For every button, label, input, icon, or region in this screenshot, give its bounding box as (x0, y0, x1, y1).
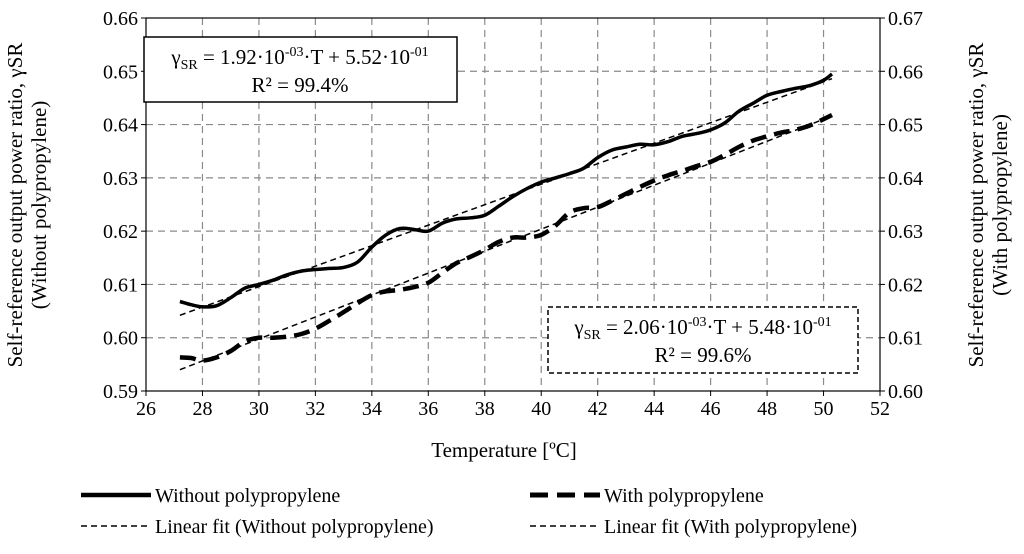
y-left-tick-label: 0.59 (103, 381, 138, 403)
x-tick-label: 34 (362, 398, 382, 420)
equation-box-with: γSR = 2.06·10-03·T + 5.48·10-01 R² = 99.… (547, 306, 859, 374)
svg-text:Self-reference output power ra: Self-reference output power ratio, γSR (964, 43, 988, 368)
equation-without-line1: γSR = 1.92·10-03·T + 5.52·10-01 (170, 45, 428, 73)
y-left-tick-label: 0.61 (103, 274, 138, 296)
y-right-tick-label: 0.64 (888, 168, 923, 190)
y-left-tick-label: 0.66 (103, 8, 138, 30)
legend: Without polypropylene With polypropylene… (81, 485, 857, 538)
legend-label-fit-without: Linear fit (Without polypropylene) (155, 516, 434, 538)
y-axis-right: 0.60 0.61 0.62 0.63 0.64 0.65 0.66 0.67 (880, 8, 923, 403)
x-tick-label: 38 (475, 398, 495, 420)
legend-label-with: With polypropylene (604, 485, 764, 507)
series-line-with-polypropylene (179, 112, 834, 363)
y-left-tick-label: 0.63 (103, 168, 138, 190)
y-right-tick-label: 0.66 (888, 61, 923, 83)
series-line-linear-fit-with-polypropylene (179, 115, 833, 371)
y-axis-left-title: Self-reference output power ratio, γSR (… (3, 43, 51, 368)
equation-with-line1: γSR = 2.06·10-03·T + 5.48·10-01 (573, 315, 831, 343)
x-tick-label: 30 (249, 398, 269, 420)
y-left-tick-label: 0.64 (103, 115, 138, 137)
y-axis-left: 0.59 0.60 0.61 0.62 0.63 0.64 0.65 0.66 (103, 8, 146, 403)
y-left-tick-label: 0.60 (103, 328, 138, 350)
x-axis-title: Temperature [ºC] (431, 438, 577, 462)
y-left-tick-label: 0.62 (103, 221, 138, 243)
y-axis-right-title: Self-reference output power ratio, γSR (… (964, 43, 1012, 368)
y-right-tick-label: 0.65 (888, 115, 923, 137)
x-tick-label: 44 (644, 398, 664, 420)
x-tick-label: 26 (136, 398, 156, 420)
legend-label-without: Without polypropylene (155, 485, 340, 507)
y-right-tick-label: 0.67 (888, 8, 923, 30)
x-tick-label: 36 (418, 398, 438, 420)
y-right-tick-label: 0.62 (888, 274, 923, 296)
y-left-tick-label: 0.65 (103, 61, 138, 83)
plot-area-frame (145, 17, 881, 392)
x-tick-label: 40 (531, 398, 551, 420)
x-tick-label: 46 (701, 398, 721, 420)
x-tick-label: 28 (192, 398, 212, 420)
x-tick-label: 50 (814, 398, 834, 420)
series-line-without-polypropylene (179, 72, 834, 309)
y-right-tick-label: 0.63 (888, 221, 923, 243)
x-axis: 26 28 30 32 34 36 38 40 42 44 46 48 50 52 (136, 391, 890, 420)
svg-text:Self-reference output power ra: Self-reference output power ratio, γSR (3, 43, 27, 368)
y-right-tick-label: 0.60 (888, 381, 923, 403)
equation-without-r2: R² = 99.4% (252, 73, 349, 97)
x-tick-label: 32 (305, 398, 325, 420)
svg-text:(With polypropylene): (With polypropylene) (988, 114, 1012, 296)
x-tick-label: 48 (757, 398, 777, 420)
equation-box-without: γSR = 1.92·10-03·T + 5.52·10-01 R² = 99.… (143, 36, 458, 103)
legend-label-fit-with: Linear fit (With polypropylene) (604, 516, 857, 538)
x-tick-label: 52 (870, 398, 890, 420)
svg-text:(Without polypropylene): (Without polypropylene) (27, 101, 51, 310)
equation-with-r2: R² = 99.6% (655, 343, 752, 367)
y-right-tick-label: 0.61 (888, 328, 923, 350)
x-tick-label: 42 (588, 398, 608, 420)
series-layer (179, 72, 834, 371)
